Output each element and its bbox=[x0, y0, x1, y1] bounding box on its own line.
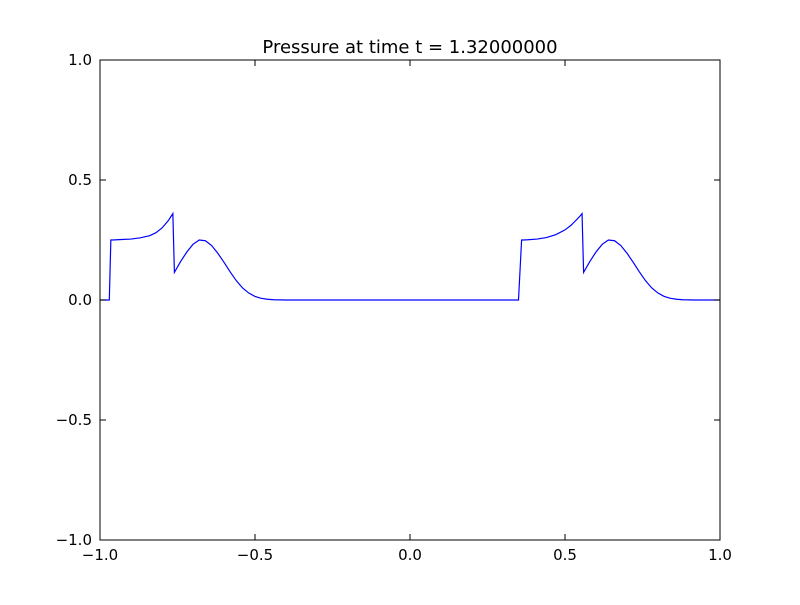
y-tick-label: 0.5 bbox=[68, 171, 92, 189]
series-layer bbox=[100, 211, 720, 301]
x-tick-label: 0.5 bbox=[553, 546, 577, 564]
y-tick-label: 0.0 bbox=[68, 291, 92, 309]
series-line-0 bbox=[100, 211, 720, 301]
y-tick-label: −1.0 bbox=[56, 531, 92, 549]
plot-frame bbox=[99, 59, 721, 541]
x-tick-label: 1.0 bbox=[708, 546, 732, 564]
x-tick-label: 0.0 bbox=[398, 546, 422, 564]
y-tick-label: 1.0 bbox=[68, 51, 92, 69]
ticks-layer: −1.0 −0.5 0.0 0.5 1.0 −1.0 −0.5 0.0 0.5 1.0 bbox=[56, 51, 732, 564]
chart-title: Pressure at time t = 1.32000000 bbox=[262, 37, 557, 58]
x-tick-label: −1.0 bbox=[82, 546, 118, 564]
x-tick-label: −0.5 bbox=[237, 546, 273, 564]
y-tick-label: −0.5 bbox=[56, 411, 92, 429]
